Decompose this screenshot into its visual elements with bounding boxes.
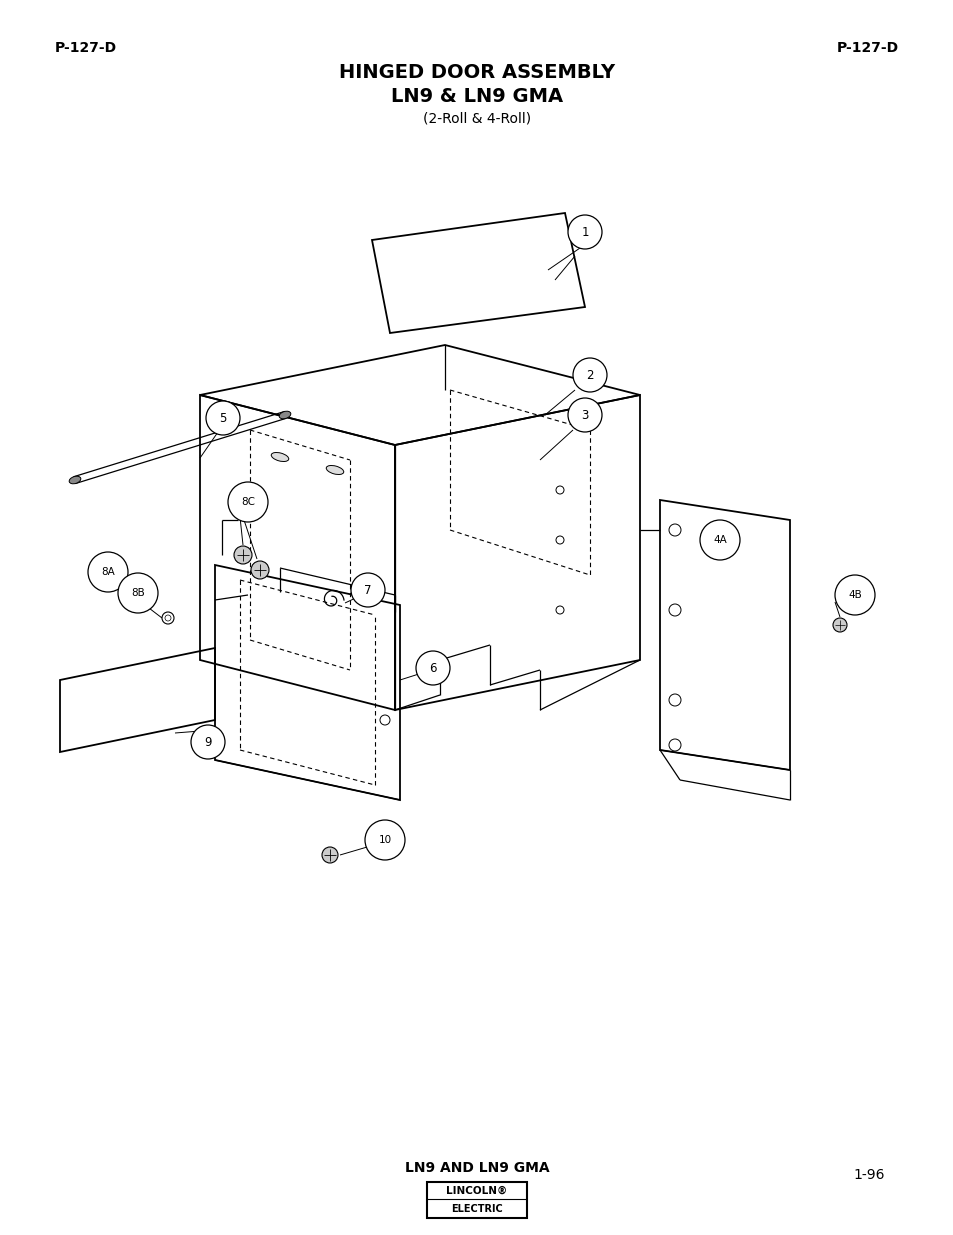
Circle shape: [118, 573, 158, 613]
Text: 4B: 4B: [847, 590, 861, 600]
Circle shape: [322, 847, 337, 863]
Text: LN9 & LN9 GMA: LN9 & LN9 GMA: [391, 86, 562, 105]
Circle shape: [832, 618, 846, 632]
Circle shape: [206, 401, 240, 435]
Circle shape: [191, 725, 225, 760]
Circle shape: [567, 398, 601, 432]
Text: (2-Roll & 4-Roll): (2-Roll & 4-Roll): [422, 111, 531, 125]
Ellipse shape: [326, 466, 343, 474]
Circle shape: [365, 820, 405, 860]
Text: LINCOLN®: LINCOLN®: [446, 1186, 507, 1195]
Circle shape: [251, 561, 269, 579]
Text: 4A: 4A: [713, 535, 726, 545]
Text: 10: 10: [378, 835, 391, 845]
Text: HINGED DOOR ASSEMBLY: HINGED DOOR ASSEMBLY: [338, 63, 615, 82]
Circle shape: [834, 576, 874, 615]
Text: P-127-D: P-127-D: [55, 41, 117, 56]
Circle shape: [700, 520, 740, 559]
Text: 1: 1: [580, 226, 588, 238]
Text: 7: 7: [364, 583, 372, 597]
Circle shape: [141, 593, 154, 606]
Circle shape: [228, 482, 268, 522]
Circle shape: [573, 358, 606, 391]
Ellipse shape: [271, 452, 289, 462]
Text: 1-96: 1-96: [853, 1168, 884, 1182]
Text: 9: 9: [204, 736, 212, 748]
Circle shape: [567, 215, 601, 249]
Text: 6: 6: [429, 662, 436, 674]
Circle shape: [88, 552, 128, 592]
Ellipse shape: [70, 477, 81, 484]
Text: 2: 2: [586, 368, 593, 382]
Text: ELECTRIC: ELECTRIC: [451, 1204, 502, 1214]
Text: 8C: 8C: [241, 496, 254, 508]
Text: P-127-D: P-127-D: [836, 41, 898, 56]
Circle shape: [351, 573, 385, 606]
Circle shape: [233, 546, 252, 564]
Text: 8B: 8B: [131, 588, 145, 598]
Text: 8A: 8A: [101, 567, 114, 577]
Text: 5: 5: [219, 411, 227, 425]
Text: LN9 AND LN9 GMA: LN9 AND LN9 GMA: [404, 1161, 549, 1174]
Circle shape: [416, 651, 450, 685]
Text: 3: 3: [580, 409, 588, 421]
Ellipse shape: [279, 411, 291, 419]
FancyBboxPatch shape: [427, 1182, 526, 1218]
